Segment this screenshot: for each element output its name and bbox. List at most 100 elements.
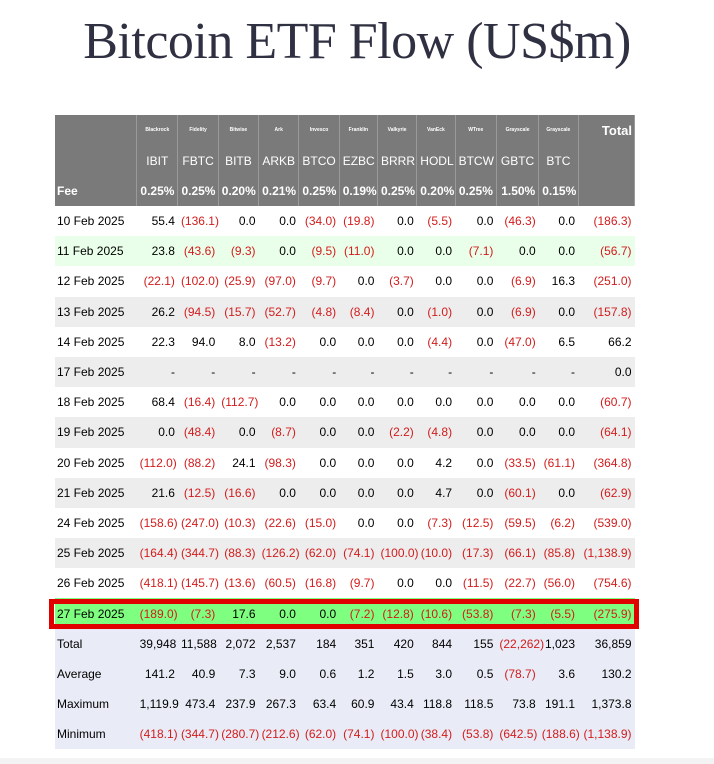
total-cell: (539.0) — [578, 507, 635, 539]
flow-cell: (8.7) — [258, 417, 299, 448]
flow-cell: (94.5) — [177, 296, 219, 327]
total-cell: (1,138.9) — [578, 538, 635, 569]
fee-cell: 0.15% — [538, 176, 579, 206]
flow-cell: 0.0 — [538, 477, 579, 508]
flow-cell: (9.7) — [298, 266, 340, 297]
flow-cell: 4.7 — [416, 477, 456, 508]
flow-cell: (66.1) — [496, 538, 539, 569]
stat-cell: 155 — [455, 628, 497, 659]
flow-cell: (247.0) — [177, 507, 219, 539]
flow-cell: (12.8) — [377, 598, 417, 629]
flow-cell: 0.0 — [298, 477, 340, 508]
flow-cell: - — [538, 356, 579, 388]
flow-cell: 0.0 — [298, 447, 340, 478]
flow-cell: 0.0 — [416, 236, 456, 267]
flow-cell: 0.0 — [538, 417, 579, 448]
stat-label: Total — [55, 628, 137, 659]
flow-cell: - — [377, 356, 417, 388]
total-cell: (64.1) — [578, 417, 635, 448]
date-cell: 12 Feb 2025 — [55, 266, 137, 297]
flow-cell: (15.7) — [218, 296, 259, 327]
flow-cell: 0.0 — [218, 417, 259, 448]
flow-cell: (13.6) — [218, 568, 259, 599]
flow-cell: (112.7) — [218, 387, 259, 418]
stat-label: Minimum — [55, 719, 137, 750]
table-row: 26 Feb 2025 (418.1) (145.7) (13.6) (60.5) (16… — [55, 568, 635, 599]
flow-cell: - — [136, 356, 178, 388]
table-row: 19 Feb 2025 0.0 (48.4) 0.0 (8.7) 0.0 0.0 (2.2)(… — [55, 417, 635, 448]
flow-cell: (164.4) — [136, 538, 178, 569]
date-cell: 24 Feb 2025 — [55, 507, 137, 539]
total-cell: (62.9) — [578, 477, 635, 508]
table-row-highlighted: 27 Feb 2025 (189.0) (7.3) 17.6 0.0 0.0 (7.2) (1… — [55, 598, 635, 629]
issuer-header: Invesco — [298, 115, 340, 145]
page-title: Bitcoin ETF Flow (US$m) — [83, 13, 631, 70]
stat-label: Average — [55, 658, 137, 689]
flow-cell: (145.7) — [177, 568, 219, 599]
stat-cell: 237.9 — [218, 689, 259, 720]
flow-cell: 0.0 — [496, 417, 539, 448]
flow-cell: (15.0) — [298, 507, 340, 539]
flow-cell: 0.0 — [339, 387, 378, 418]
date-cell: 21 Feb 2025 — [55, 477, 137, 508]
ticker-header: IBIT — [136, 145, 179, 176]
flow-cell: (74.1) — [339, 538, 378, 569]
flow-cell: 4.2 — [416, 447, 456, 478]
stat-cell: 191.1 — [538, 689, 579, 720]
flow-cell: (88.3) — [218, 538, 259, 569]
stat-cell: 1,023 — [538, 628, 579, 659]
table-row: 12 Feb 2025 (22.1) (102.0) (25.9) (97.0) (9.7… — [55, 266, 635, 297]
total-cell: (186.3) — [578, 206, 635, 237]
date-cell: 17 Feb 2025 — [55, 356, 137, 388]
flow-cell: 16.3 — [538, 266, 579, 297]
stat-cell: 1.2 — [339, 658, 378, 689]
flow-cell: 0.0 — [538, 206, 579, 237]
flow-cell: 0.0 — [455, 206, 497, 237]
date-cell: 27 Feb 2025 — [55, 598, 137, 629]
table-row: 10 Feb 2025 55.4 (136.1) 0.0 0.0 (34.0) (19.8)… — [55, 206, 635, 237]
flow-cell: (4.8) — [416, 417, 456, 448]
flow-cell: 24.1 — [218, 447, 259, 478]
flow-cell: 0.0 — [377, 236, 417, 267]
flow-cell: 6.5 — [538, 326, 579, 357]
total-cell: (56.7) — [578, 236, 635, 267]
table-row: 13 Feb 2025 26.2 (94.5) (15.7) (52.7) (4.8) (8… — [55, 296, 635, 327]
flow-cell: (9.3) — [218, 236, 259, 267]
flow-cell: (13.2) — [258, 326, 299, 357]
flow-cell: 0.0 — [298, 598, 340, 629]
flow-cell: 0.0 — [496, 387, 539, 418]
date-cell: 26 Feb 2025 — [55, 568, 137, 599]
ticker-header: HODL — [416, 145, 456, 176]
flow-cell: - — [496, 356, 539, 388]
table-row: 11 Feb 2025 23.8 (43.6) (9.3) 0.0 (9.5) (11.0)… — [55, 236, 635, 267]
total-cell: (157.8) — [578, 296, 635, 327]
issuer-header: Ark — [258, 115, 300, 145]
etf-flow-table: Blackrock Fidelity Bitwise Ark Invesco Frankl… — [55, 115, 636, 750]
stat-cell: 0.6 — [298, 658, 340, 689]
ticker-header: BRRR — [377, 145, 418, 176]
date-cell: 25 Feb 2025 — [55, 538, 137, 569]
flow-cell: 0.0 — [339, 447, 378, 478]
flow-cell: (5.5) — [416, 206, 456, 237]
flow-cell: (3.7) — [377, 266, 417, 297]
ticker-header: BITB — [218, 145, 260, 176]
flow-cell: (16.8) — [298, 568, 340, 599]
total-cell: (275.9) — [578, 598, 635, 629]
flow-cell: 94.0 — [177, 326, 219, 357]
flow-cell: 21.6 — [136, 477, 178, 508]
flow-cell: (25.9) — [218, 266, 259, 297]
flow-cell: (2.2) — [377, 417, 417, 448]
stat-cell: 1.5 — [377, 658, 417, 689]
flow-cell: (126.2) — [258, 538, 300, 569]
stat-cell: (38.4) — [416, 719, 456, 750]
total-header: Total — [578, 115, 636, 145]
flow-cell: (22.7) — [496, 568, 539, 599]
issuer-header: Bitwise — [218, 115, 260, 145]
flow-cell: (33.5) — [496, 447, 539, 478]
flow-cell: 0.0 — [339, 266, 378, 297]
total-cell: 66.2 — [578, 326, 635, 357]
flow-cell: 0.0 — [258, 477, 299, 508]
stat-cell: (212.6) — [258, 719, 300, 750]
flow-cell: (59.5) — [496, 507, 539, 539]
table-row: 17 Feb 2025- - - - - - - - - - -0.0 — [55, 356, 635, 388]
